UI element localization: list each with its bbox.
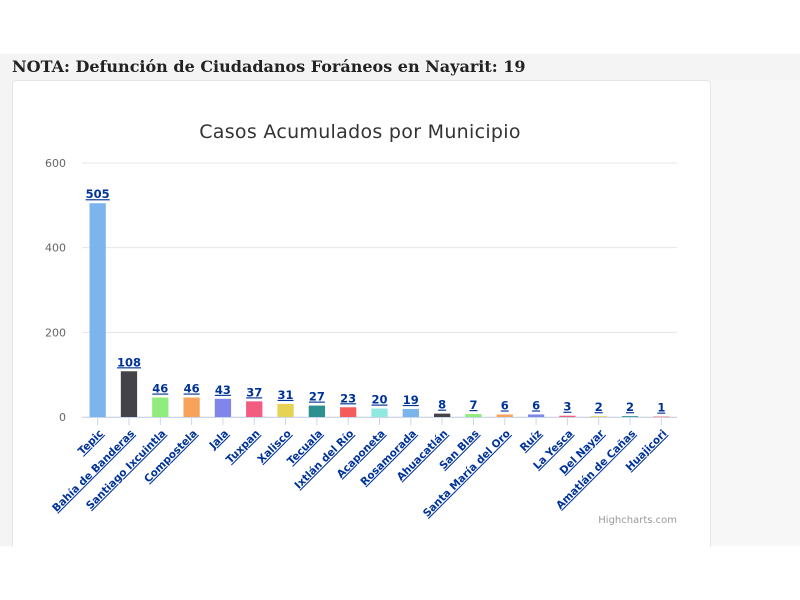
bar[interactable] bbox=[120, 371, 138, 417]
data-label: 2 bbox=[626, 400, 634, 414]
data-label: 46 bbox=[152, 382, 168, 396]
bar[interactable] bbox=[246, 401, 263, 417]
bar[interactable] bbox=[183, 397, 200, 417]
gridlines bbox=[82, 162, 677, 418]
y-tick-label: 200 bbox=[45, 326, 66, 339]
bar[interactable] bbox=[308, 405, 326, 417]
bar[interactable] bbox=[214, 398, 232, 417]
category-label[interactable]: Rosamorada bbox=[358, 428, 419, 489]
bar[interactable] bbox=[402, 408, 419, 417]
data-label: 37 bbox=[246, 385, 262, 399]
data-label: 108 bbox=[117, 355, 141, 369]
data-label: 31 bbox=[278, 388, 294, 402]
credits-link[interactable]: Highcharts.com bbox=[598, 515, 677, 526]
chart-title: Casos Acumulados por Municipio bbox=[199, 121, 521, 143]
bar[interactable] bbox=[465, 414, 482, 417]
bar[interactable] bbox=[89, 203, 106, 417]
y-tick-label: 400 bbox=[45, 242, 66, 255]
data-label: 2 bbox=[595, 400, 603, 414]
category-label[interactable]: Jala bbox=[207, 428, 232, 453]
data-label: 23 bbox=[340, 391, 356, 405]
bar[interactable] bbox=[433, 413, 451, 417]
data-label: 6 bbox=[501, 398, 509, 412]
bar[interactable] bbox=[152, 397, 169, 417]
data-label: 20 bbox=[371, 393, 387, 407]
y-axis: 0 200 400 600 bbox=[45, 157, 66, 424]
bars bbox=[89, 203, 670, 418]
data-label: 43 bbox=[215, 383, 231, 397]
bar[interactable] bbox=[653, 416, 670, 418]
data-label: 46 bbox=[184, 382, 200, 396]
bar[interactable] bbox=[621, 416, 639, 417]
bar[interactable] bbox=[496, 414, 513, 417]
data-label: 7 bbox=[469, 398, 477, 412]
bar[interactable] bbox=[277, 403, 294, 417]
side-panel bbox=[710, 80, 800, 546]
bar[interactable] bbox=[371, 408, 388, 417]
y-tick-label: 0 bbox=[59, 411, 66, 424]
y-tick-label: 600 bbox=[45, 157, 66, 170]
chart-card bbox=[12, 80, 711, 547]
data-label: 1 bbox=[657, 401, 665, 415]
bar[interactable] bbox=[527, 414, 545, 417]
bar[interactable] bbox=[559, 415, 576, 417]
data-label: 19 bbox=[403, 393, 419, 407]
bar[interactable] bbox=[590, 416, 607, 417]
category-label[interactable]: Ruíz bbox=[518, 428, 544, 454]
data-label: 8 bbox=[438, 398, 446, 412]
data-labels: 505 108 46 46 43 37 31 27 23 20 19 8 7 6 6 3 2 2 1 bbox=[86, 187, 666, 414]
category-label[interactable]: Tuxpan bbox=[224, 428, 262, 466]
data-label: 505 bbox=[86, 187, 110, 201]
bar[interactable] bbox=[340, 407, 357, 417]
category-label[interactable]: Tepic bbox=[76, 428, 106, 458]
data-label: 6 bbox=[532, 398, 540, 412]
data-label: 27 bbox=[309, 390, 325, 404]
data-label: 3 bbox=[563, 400, 571, 414]
note-heading: NOTA: Defunción de Ciudadanos Foráneos e… bbox=[12, 57, 526, 76]
